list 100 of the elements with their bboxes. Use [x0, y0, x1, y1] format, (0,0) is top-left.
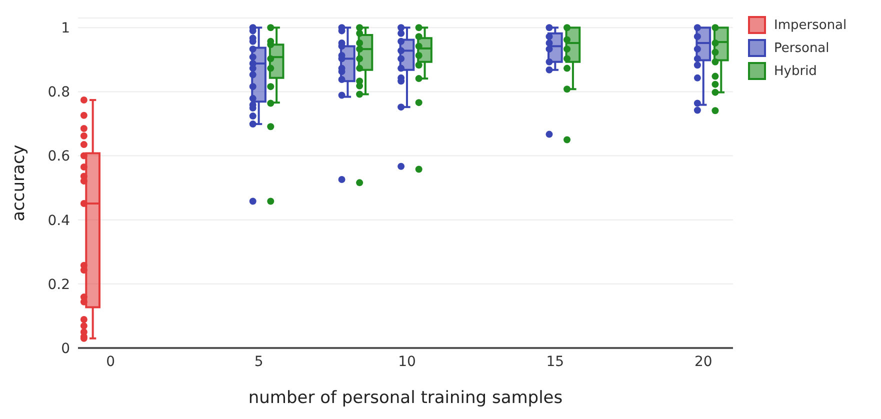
point [712, 39, 719, 46]
point [338, 76, 346, 84]
point [80, 322, 88, 330]
point [80, 96, 88, 104]
point [80, 141, 88, 148]
point [712, 72, 719, 80]
y-tick-label: 0 [61, 340, 70, 357]
point [356, 90, 364, 98]
point [694, 74, 701, 82]
point [564, 46, 571, 53]
point [80, 316, 88, 323]
x-tick-label: 10 [398, 354, 416, 370]
point [415, 166, 422, 173]
point [267, 55, 274, 62]
point [267, 64, 274, 72]
point [398, 38, 405, 45]
point [546, 66, 553, 74]
point [398, 24, 405, 32]
x-axis-title: number of personal training samples [248, 388, 563, 408]
point [338, 176, 346, 183]
point [267, 100, 274, 107]
point [356, 55, 364, 62]
legend-label: Hybrid [774, 64, 817, 78]
point [80, 178, 88, 185]
point [249, 112, 256, 120]
point [249, 54, 256, 61]
point [267, 24, 274, 32]
point [249, 120, 256, 128]
y-axis-title: accuracy [9, 144, 30, 222]
point [694, 62, 701, 69]
point [546, 46, 553, 53]
point [564, 24, 571, 32]
point [546, 33, 553, 40]
point [415, 24, 422, 32]
point [80, 163, 88, 170]
point [267, 83, 274, 90]
point [712, 48, 719, 56]
point [546, 58, 553, 66]
point [415, 33, 422, 40]
point [546, 130, 553, 138]
point [398, 104, 405, 111]
point [356, 64, 364, 72]
point [546, 24, 553, 32]
point [356, 24, 364, 32]
point [356, 46, 364, 53]
point [80, 200, 88, 208]
point [80, 298, 88, 306]
point [564, 136, 571, 144]
point [80, 266, 88, 274]
point [249, 71, 256, 78]
point [546, 39, 553, 46]
y-tick-label: 1 [61, 20, 70, 37]
point [564, 64, 571, 72]
point [712, 80, 719, 88]
legend-label: Personal [774, 40, 830, 56]
point [694, 106, 701, 114]
point [415, 75, 422, 82]
point [267, 123, 274, 130]
y-tick-label: 0.6 [48, 148, 70, 165]
point [398, 47, 405, 54]
y-tick-label: 0.4 [48, 212, 70, 229]
point [712, 58, 719, 66]
point [398, 30, 405, 37]
point [80, 112, 88, 119]
point [249, 94, 256, 102]
point [80, 132, 88, 140]
point [712, 88, 719, 96]
y-tick-label: 0.8 [48, 84, 70, 101]
point [415, 99, 422, 106]
point [356, 30, 364, 37]
y-tick-label: 0.2 [48, 276, 70, 293]
point [712, 24, 719, 32]
point [694, 46, 701, 53]
point [249, 64, 256, 72]
point [338, 92, 346, 99]
point [267, 198, 274, 205]
point [249, 46, 256, 53]
point [80, 125, 88, 132]
point [356, 179, 364, 186]
point [249, 198, 256, 205]
point [712, 107, 719, 114]
x-tick-label: 0 [106, 354, 116, 370]
point [415, 62, 422, 69]
point [356, 39, 364, 46]
point [694, 55, 701, 62]
point [398, 55, 405, 62]
point [249, 83, 256, 90]
point [398, 64, 405, 72]
point [694, 33, 701, 40]
point [564, 55, 571, 62]
point [694, 100, 701, 107]
x-tick-label: 5 [254, 354, 264, 370]
point [694, 24, 701, 32]
x-tick-label: 20 [694, 354, 712, 370]
legend-label: Impersonal [774, 18, 847, 32]
x-tick-label: 15 [546, 354, 564, 370]
point [80, 152, 88, 160]
point [415, 42, 422, 50]
point [564, 36, 571, 44]
point [415, 52, 422, 59]
